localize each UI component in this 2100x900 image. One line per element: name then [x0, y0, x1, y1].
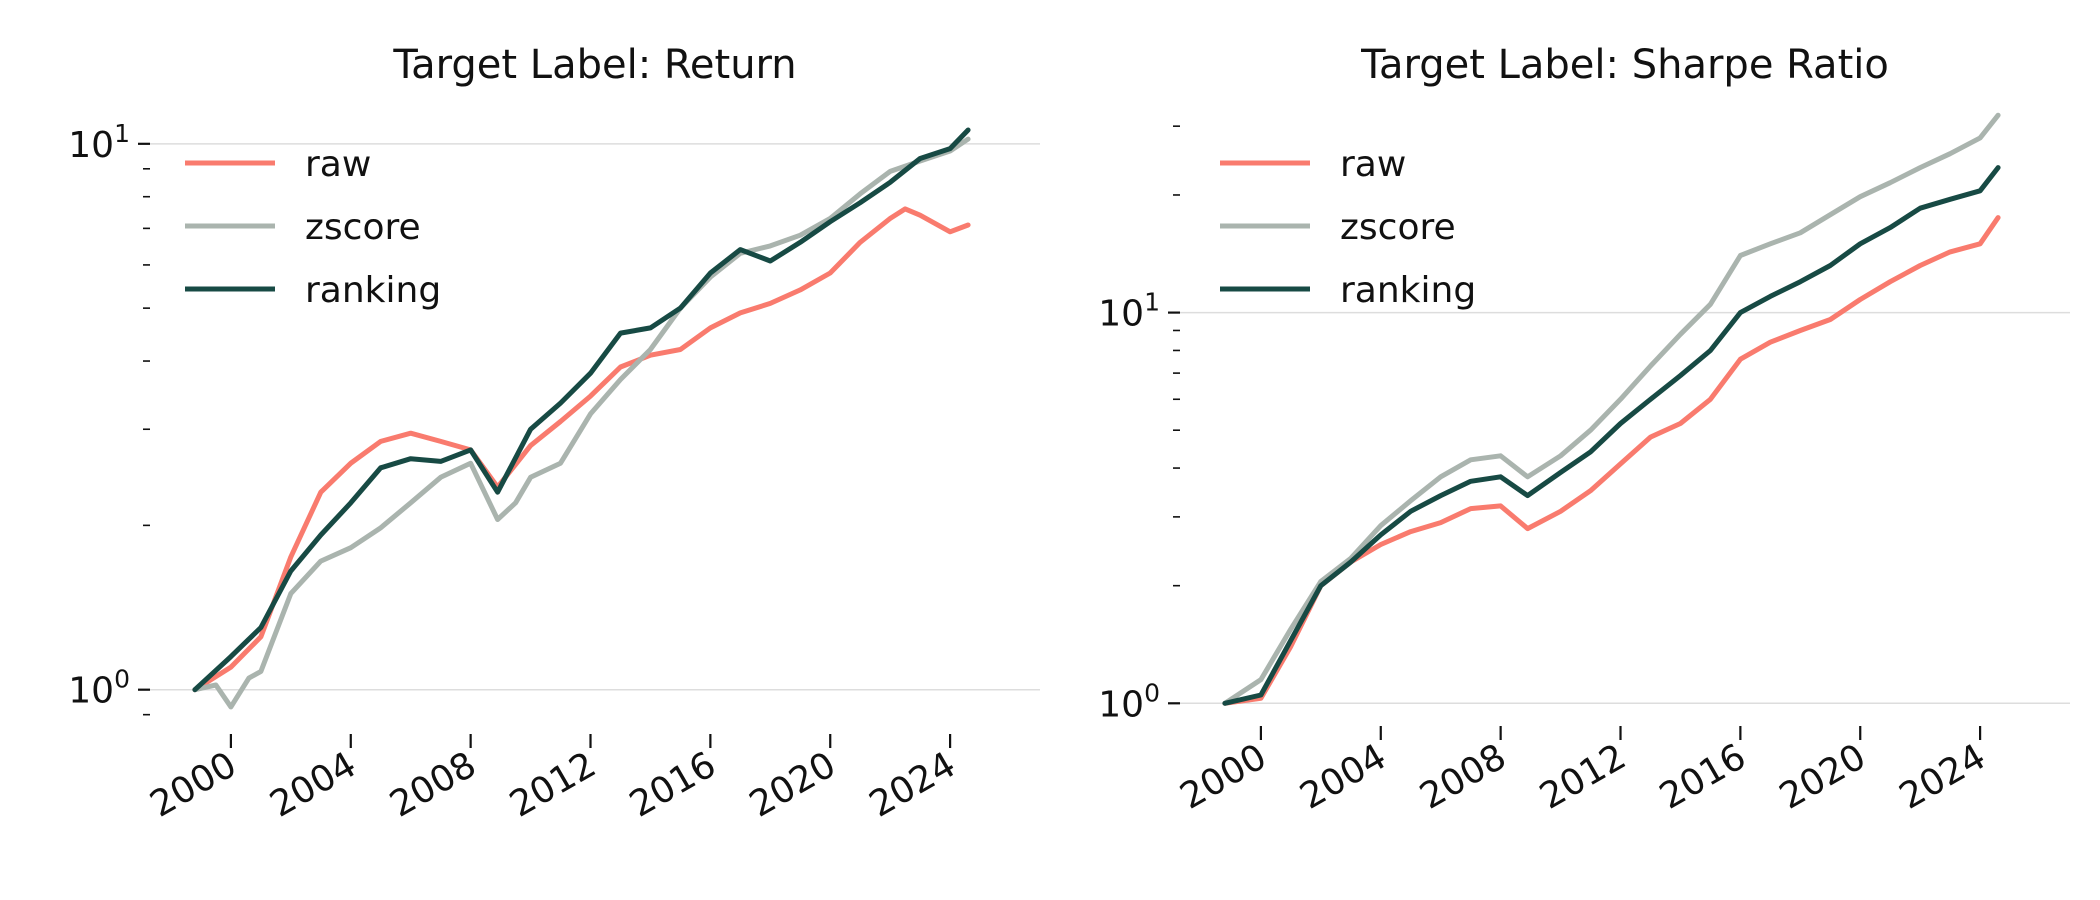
x-tick-label: 2016	[623, 744, 723, 825]
legend-label-ranking: ranking	[1340, 270, 1476, 311]
x-tick-label: 2008	[1413, 736, 1513, 817]
x-tick-label: 2008	[383, 744, 483, 825]
chart-panel-2: Target Label: Sharpe Ratio 100 101 2000 2004…	[1098, 42, 2070, 818]
legend-label-ranking: ranking	[305, 270, 441, 311]
x-tick-label: 2024	[1893, 736, 1993, 817]
chart-title: Target Label: Return	[392, 42, 796, 88]
x-tick-label: 2020	[1773, 736, 1873, 817]
chart-title: Target Label: Sharpe Ratio	[1360, 42, 1889, 88]
x-tick-label: 2004	[263, 744, 363, 825]
x-tick-label: 2012	[503, 744, 603, 825]
legend-label-zscore: zscore	[1340, 207, 1456, 248]
series-line-zscore	[1222, 112, 2001, 706]
x-tick-label: 2016	[1653, 736, 1753, 817]
x-tick-label: 2000	[144, 744, 244, 825]
x-tick-label: 2012	[1533, 736, 1633, 817]
y-tick-label: 100	[1098, 678, 1160, 725]
series-line-raw	[192, 206, 971, 693]
y-tick-label: 100	[68, 665, 130, 712]
x-tick-label: 2000	[1174, 736, 1274, 817]
x-tick-label: 2004	[1293, 736, 1393, 817]
y-tick-label: 101	[1098, 288, 1160, 335]
y-tick-label: 101	[68, 119, 130, 166]
x-tick-label: 2024	[863, 744, 963, 825]
series-line-ranking	[192, 127, 971, 693]
legend-label-raw: raw	[305, 144, 371, 185]
legend-label-raw: raw	[1340, 144, 1406, 185]
legend-label-zscore: zscore	[305, 207, 421, 248]
series-line-zscore	[192, 136, 971, 710]
x-tick-label: 2020	[743, 744, 843, 825]
series-line-ranking	[1222, 165, 2001, 706]
